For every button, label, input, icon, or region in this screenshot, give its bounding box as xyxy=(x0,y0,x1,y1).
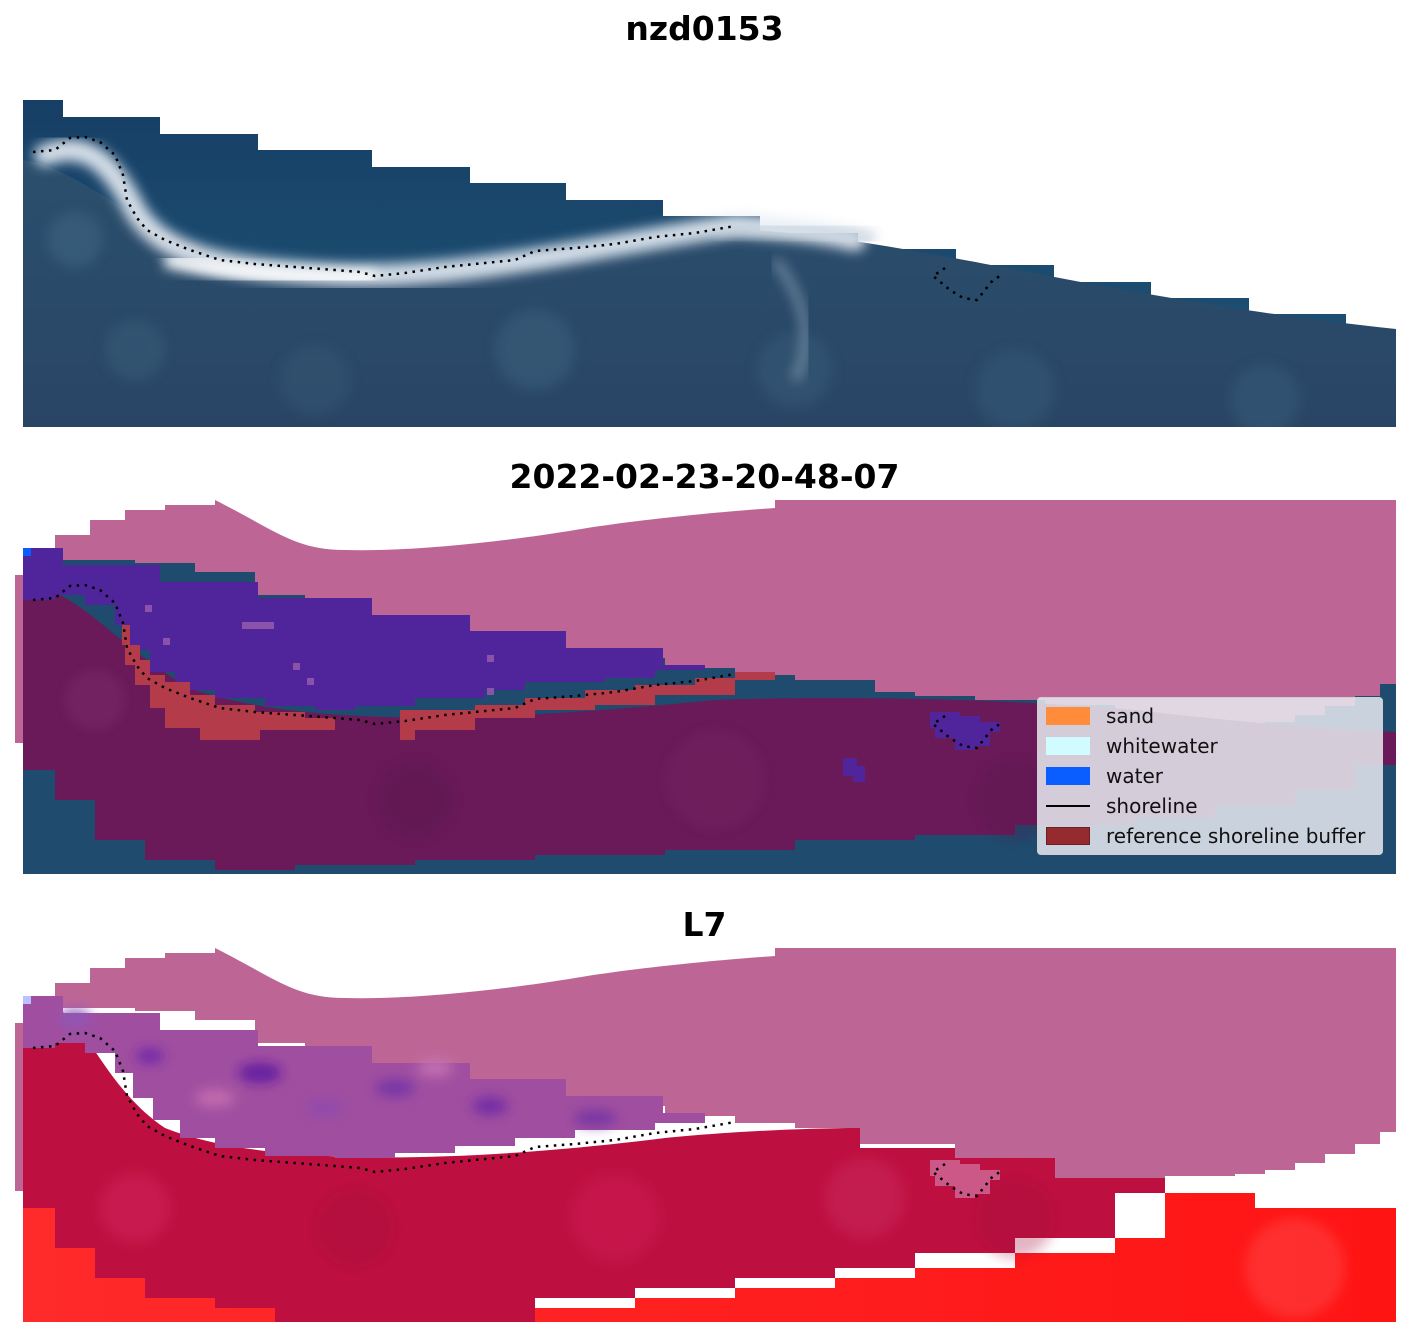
index-water xyxy=(23,996,705,1158)
shoreline-swatch xyxy=(1046,805,1090,807)
rgb-satellite-image xyxy=(23,100,1396,427)
legend-label: water xyxy=(1106,764,1163,788)
index-panel xyxy=(15,948,1396,1322)
reference-buffer xyxy=(15,948,1396,1191)
reference-buffer-swatch xyxy=(1046,827,1090,845)
sand-swatch xyxy=(1046,707,1090,725)
legend-label: sand xyxy=(1106,704,1155,728)
classified-water xyxy=(23,548,705,710)
index-image xyxy=(15,948,1396,1322)
shoreline-line xyxy=(32,135,736,278)
bright-red-zone xyxy=(23,1193,1396,1322)
index-land xyxy=(23,998,1165,1322)
water-swatch xyxy=(1046,767,1090,785)
legend-label: reference shoreline buffer xyxy=(1106,824,1366,848)
rgb-satellite-panel xyxy=(15,100,1396,427)
legend: sand whitewater water shoreline referenc… xyxy=(1037,697,1383,855)
whitewater-swatch xyxy=(1046,737,1090,755)
legend-item-sand: sand xyxy=(1046,704,1154,728)
reference-buffer xyxy=(15,500,1396,743)
classified-sand xyxy=(122,625,775,740)
legend-item-reference-buffer: reference shoreline buffer xyxy=(1046,824,1365,848)
legend-label: shoreline xyxy=(1106,794,1198,818)
land-region xyxy=(23,160,1396,427)
shoreline-line xyxy=(32,583,736,726)
shoreline-line xyxy=(32,1031,736,1174)
legend-label: whitewater xyxy=(1106,734,1218,758)
panel-title-rgb: nzd0153 xyxy=(625,9,784,48)
legend-item-shoreline: shoreline xyxy=(1046,794,1198,818)
legend-item-whitewater: whitewater xyxy=(1046,734,1218,758)
panel-title-classification: 2022-02-23-20-48-07 xyxy=(509,457,900,496)
legend-item-water: water xyxy=(1046,764,1163,788)
panel-title-index: L7 xyxy=(682,905,727,944)
